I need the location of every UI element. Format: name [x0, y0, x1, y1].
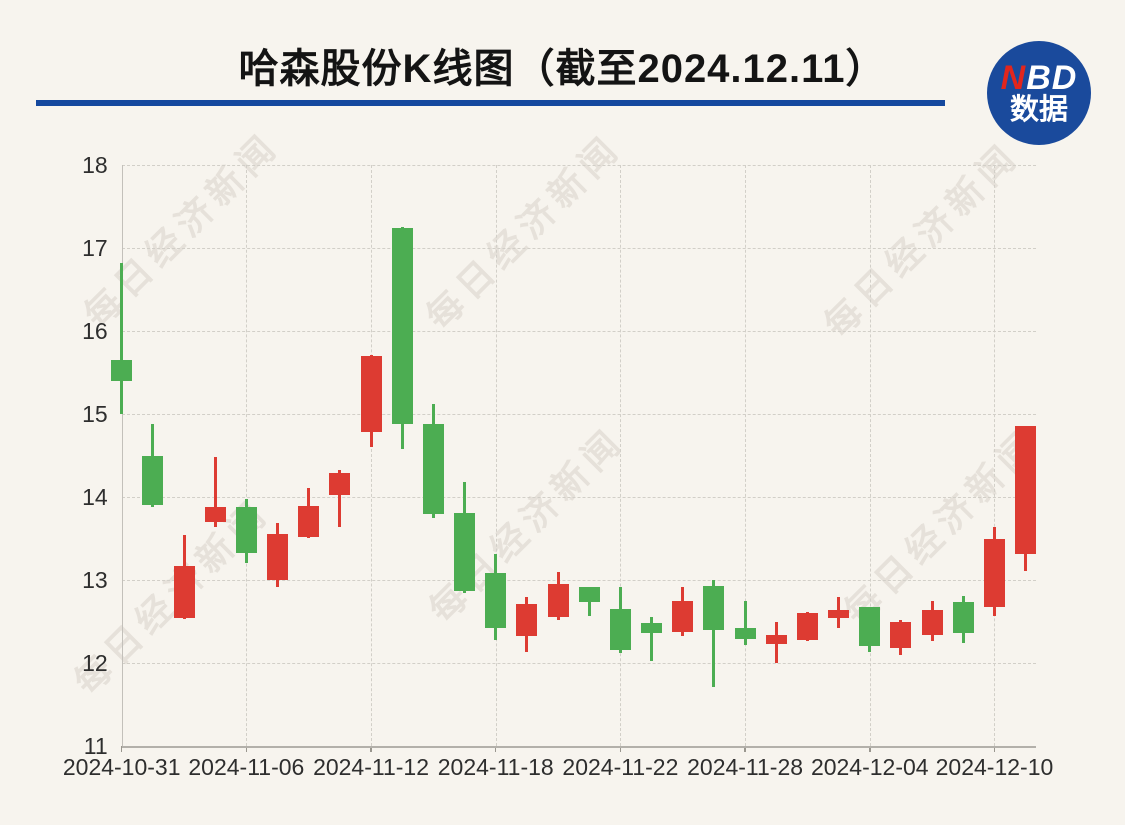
candle-body	[547, 584, 569, 618]
candle-body	[796, 613, 818, 640]
title-underline	[36, 100, 945, 106]
gridline-horizontal	[121, 165, 1036, 166]
candle-body	[921, 609, 943, 635]
x-axis-label: 2024-11-22	[562, 754, 679, 780]
x-axis-label: 2024-11-28	[687, 754, 804, 780]
watermark-text: 每日经济新闻	[418, 126, 630, 338]
candle-body	[391, 228, 413, 424]
gridline-horizontal	[121, 248, 1036, 249]
logo-letters-bd: BD	[1026, 58, 1078, 97]
x-axis-label: 2024-11-06	[188, 754, 305, 780]
y-axis-label: 18	[82, 152, 108, 178]
logo-line-nbd: NBD	[1001, 61, 1078, 96]
gridline-vertical	[869, 165, 871, 746]
x-axis-label: 2024-12-10	[935, 754, 1054, 780]
candle-body	[983, 538, 1005, 608]
x-axis-line	[121, 746, 1036, 748]
candle-body	[672, 600, 694, 633]
gridline-horizontal	[121, 331, 1036, 332]
candle-wick	[712, 580, 716, 688]
y-axis-label: 14	[82, 484, 108, 510]
candle-body	[142, 455, 164, 506]
candle-body	[703, 585, 725, 630]
candle-body	[235, 506, 257, 553]
x-axis-tick	[744, 746, 746, 752]
candle-body	[173, 565, 195, 619]
x-axis-label: 2024-11-12	[313, 754, 430, 780]
gridline-horizontal	[121, 497, 1036, 498]
candle-body	[422, 423, 444, 515]
candle-body	[454, 512, 476, 591]
y-axis-label: 17	[82, 235, 108, 261]
candle-body	[765, 634, 787, 644]
candle-body	[516, 604, 538, 636]
candle-body	[890, 621, 912, 649]
logo-letter-n: N	[1000, 58, 1027, 97]
candle-body	[485, 573, 507, 629]
candle-body	[828, 609, 850, 619]
y-axis-label: 13	[82, 567, 108, 593]
candle-body	[578, 587, 600, 603]
logo-line-shuju: 数据	[1009, 93, 1068, 126]
watermark-text: 每日经济新闻	[816, 134, 1028, 346]
candle-body	[641, 623, 663, 634]
candle-body	[204, 506, 226, 522]
gridline-vertical	[745, 165, 747, 746]
gridline-horizontal	[121, 580, 1036, 581]
candle-wick	[338, 470, 342, 527]
candle-body	[609, 609, 631, 650]
gridline-vertical	[246, 165, 248, 746]
y-axis-label: 11	[83, 733, 108, 759]
nbd-data-logo: NBD 数据	[987, 41, 1091, 145]
candle-body	[111, 360, 133, 381]
y-axis-label: 12	[82, 650, 108, 676]
x-axis-tick	[370, 746, 372, 752]
candle-body	[298, 506, 320, 537]
x-axis-tick	[993, 746, 996, 752]
x-axis-tick	[120, 746, 123, 752]
gridline-horizontal	[121, 663, 1036, 664]
candle-body	[734, 628, 756, 639]
candle-body	[329, 472, 351, 496]
x-axis-label: 2024-12-04	[810, 754, 929, 780]
x-axis-label: 2024-11-18	[437, 754, 554, 780]
candle-wick	[213, 457, 217, 527]
x-axis-label: 2024-10-31	[62, 754, 181, 780]
candle-wick	[120, 262, 124, 414]
y-axis-label: 15	[82, 401, 108, 427]
x-axis-tick	[245, 746, 248, 752]
gridline-horizontal	[121, 414, 1036, 415]
candle-body	[360, 355, 382, 433]
chart-title: 哈森股份K线图（截至2024.12.11）	[238, 47, 887, 91]
y-axis-label: 16	[82, 318, 108, 344]
gridline-vertical	[371, 165, 373, 746]
candle-wick	[743, 600, 747, 645]
candle-wick	[650, 617, 654, 661]
candle-body	[267, 533, 289, 580]
x-axis-tick	[619, 746, 622, 752]
candle-body	[952, 602, 974, 634]
x-axis-tick	[494, 746, 497, 752]
gridline-vertical	[495, 165, 497, 746]
candle-body	[859, 607, 881, 647]
candle-body	[1015, 426, 1037, 555]
x-axis-tick	[869, 746, 871, 752]
y-axis-line	[121, 165, 124, 746]
gridline-vertical	[620, 165, 622, 746]
gridline-vertical	[994, 165, 996, 746]
